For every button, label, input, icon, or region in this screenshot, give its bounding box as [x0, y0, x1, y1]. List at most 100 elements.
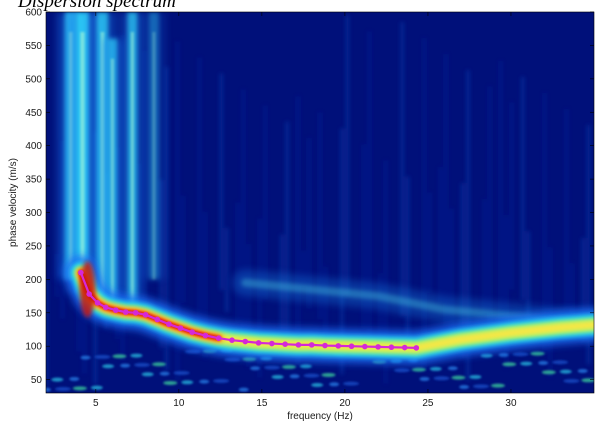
texture-streak — [241, 89, 245, 345]
spectrum-speckle — [469, 374, 482, 379]
picked-curve-point — [166, 321, 172, 327]
band-center — [130, 32, 135, 313]
texture-streak — [406, 176, 410, 339]
texture-streak — [504, 215, 508, 368]
y-tick-label: 350 — [25, 175, 42, 186]
band-center — [80, 32, 85, 293]
spectrum-vertical-bands — [56, 12, 166, 313]
picked-curve-point — [154, 316, 161, 323]
band-center — [110, 58, 115, 300]
picked-curve-point — [401, 344, 408, 351]
spectrum-speckle — [541, 370, 556, 375]
x-axis-label: frequency (Hz) — [287, 411, 353, 421]
spectrum-speckle — [112, 354, 127, 359]
picked-curve-point — [102, 304, 109, 311]
spectrum-speckle — [343, 381, 360, 386]
texture-streak — [302, 250, 306, 287]
spectrum-speckle — [311, 382, 324, 387]
spectrum-speckle — [552, 360, 569, 365]
picked-curve-point — [229, 337, 235, 343]
spectrum-speckle — [134, 362, 151, 367]
spectrum-speckle — [480, 353, 493, 358]
spectrum-speckle — [393, 368, 410, 373]
spectrum-speckle — [151, 362, 166, 367]
spectrum-speckle — [429, 366, 442, 371]
spectrum-speckle — [141, 372, 154, 377]
y-tick-label: 100 — [25, 342, 42, 353]
x-axis-ticks: 5 10 15 20 25 30 — [93, 12, 517, 409]
texture-streak — [285, 121, 289, 355]
y-tick-label: 250 — [25, 241, 42, 252]
texture-streak — [587, 124, 591, 365]
texture-streak — [444, 54, 448, 326]
spectrum-speckle — [530, 351, 545, 356]
spectrum-speckle — [90, 385, 103, 390]
texture-streak — [482, 199, 486, 313]
picked-curve-point — [132, 309, 139, 316]
spectrum-speckle — [271, 374, 284, 379]
picked-curve-point — [189, 329, 195, 335]
spectrum-speckle — [51, 377, 64, 382]
spectrum-speckle — [538, 360, 549, 365]
x-tick-label: 20 — [339, 398, 351, 409]
spectrum-speckle — [447, 366, 458, 371]
spectrum-speckle — [502, 362, 517, 367]
texture-streak — [450, 208, 454, 348]
picked-curve-point — [308, 342, 315, 348]
texture-streak — [46, 279, 48, 387]
picked-curve-point — [78, 269, 84, 276]
band-center — [152, 32, 156, 280]
texture-streak — [345, 15, 349, 297]
picked-curve-point — [177, 325, 184, 331]
texture-streak — [439, 167, 443, 304]
picked-curve-point — [86, 291, 92, 297]
picked-curve-point — [215, 335, 222, 341]
picked-curve-point — [282, 341, 288, 348]
spectrum-speckle — [80, 355, 91, 360]
texture-streak — [565, 108, 569, 310]
texture-streak — [367, 31, 371, 351]
spectrum-speckle — [490, 383, 505, 388]
texture-streak — [460, 183, 464, 359]
spectrum-speckle — [250, 366, 261, 371]
spectrum-speckle — [94, 354, 111, 359]
x-tick-label: 25 — [422, 398, 434, 409]
picked-dispersion-curve — [78, 269, 420, 351]
spectrum-speckle — [238, 387, 249, 392]
picked-curve-point — [375, 344, 381, 350]
texture-streak — [296, 96, 300, 365]
spectrum-speckle — [299, 364, 312, 369]
picked-curve-point — [388, 344, 395, 351]
spectrum-speckle — [181, 380, 194, 385]
texture-streak — [378, 273, 382, 362]
y-tick-label: 600 — [25, 8, 42, 19]
spectrum-speckle — [289, 374, 300, 379]
x-tick-label: 10 — [173, 398, 185, 409]
y-tick-label: 450 — [25, 108, 42, 119]
texture-streak — [488, 86, 492, 335]
y-tick-label: 550 — [25, 41, 42, 52]
spectrum-speckle — [581, 378, 594, 383]
picked-curve-point — [122, 309, 129, 315]
texture-streak — [307, 137, 311, 309]
spectrum-speckle — [512, 352, 529, 357]
texture-streak — [247, 243, 251, 367]
texture-streak — [543, 92, 547, 355]
texture-streak — [318, 112, 322, 320]
spectrum-speckle — [213, 378, 230, 383]
spectrum-speckle — [451, 375, 466, 380]
spectrum-speckle — [120, 363, 131, 368]
picked-curve-point — [295, 342, 302, 348]
spectrum-speckle — [46, 387, 51, 392]
texture-streak — [176, 41, 180, 381]
texture-streak — [77, 270, 81, 352]
spectrum-speckle — [69, 376, 80, 381]
spectrum-speckle — [419, 376, 430, 381]
spectrum-speckle — [433, 376, 450, 381]
texture-streak — [422, 38, 426, 371]
texture-streak — [384, 160, 388, 384]
spectrum-speckle — [199, 379, 210, 384]
texture-streak — [428, 192, 432, 293]
texture-streak — [510, 102, 514, 290]
